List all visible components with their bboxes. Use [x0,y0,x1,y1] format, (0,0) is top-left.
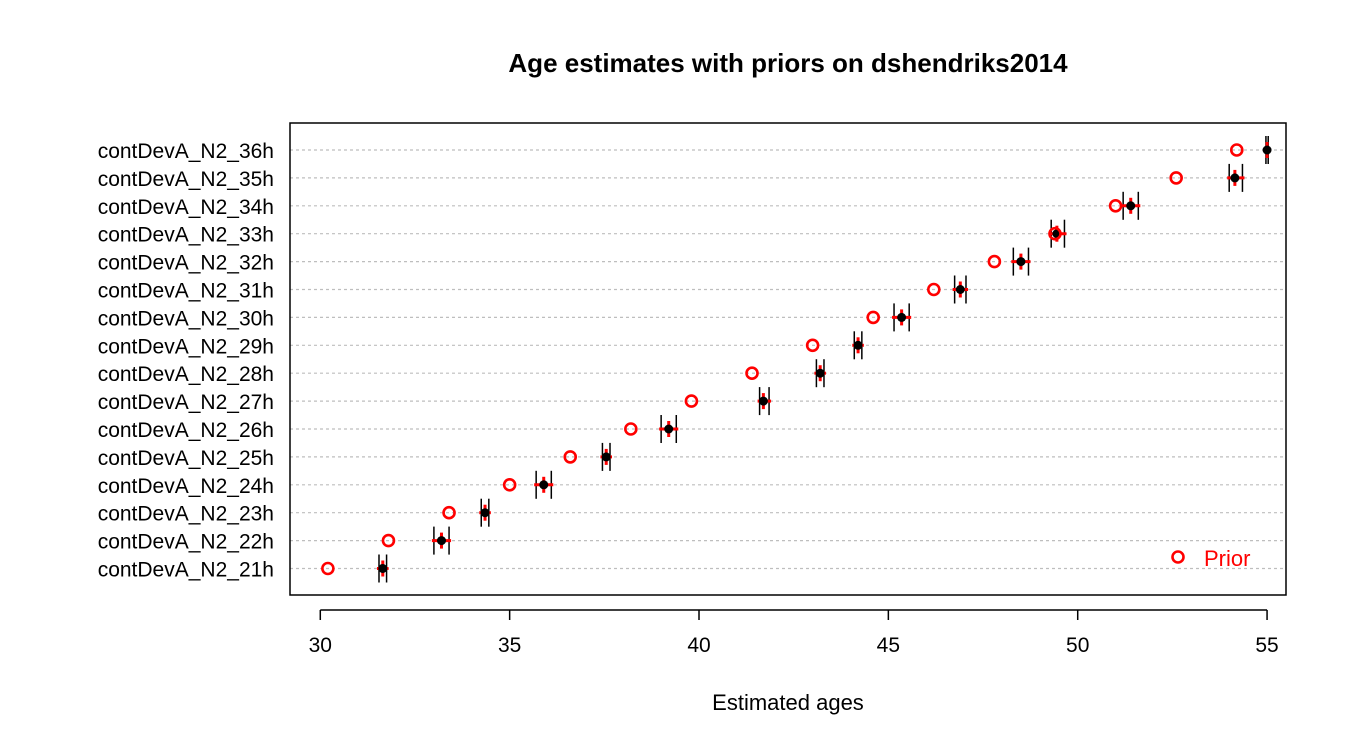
x-tick-label: 40 [687,634,710,657]
category-label: contDevA_N2_33h [98,224,274,247]
estimate-point [758,396,768,406]
estimate-point [664,424,674,434]
data-marks [321,136,1272,583]
data-row [745,359,826,388]
estimate-point [436,536,446,546]
grid-lines [290,149,1286,570]
category-label: contDevA_N2_34h [98,196,274,219]
chart-title: Age estimates with priors on dshendriks2… [508,48,1068,78]
category-label: contDevA_N2_30h [98,307,274,330]
category-label: contDevA_N2_35h [98,168,274,191]
data-row [1048,219,1067,248]
prior-point [987,254,1002,269]
category-label: contDevA_N2_22h [98,531,274,554]
x-tick-label: 35 [498,634,521,657]
prior-point [1169,171,1183,185]
category-label: contDevA_N2_32h [98,252,274,275]
prior-point [805,338,820,353]
prior-point [502,477,517,492]
category-label: contDevA_N2_28h [98,363,274,386]
data-row [624,415,679,443]
data-row [381,526,452,555]
category-labels: contDevA_N2_36h contDevA_N2_35h contDevA_N… [98,140,274,582]
estimate-point [378,564,388,573]
data-row [927,275,968,304]
prior-point [1048,226,1062,241]
prior-point [1229,143,1244,157]
data-row [866,303,912,332]
x-axis: 30 35 40 45 50 55 [309,609,1279,657]
estimate-point [897,312,907,322]
data-row [442,498,491,527]
estimate-point [1230,173,1240,183]
prior-point [321,561,335,576]
prior-point [563,450,578,464]
category-label: contDevA_N2_31h [98,280,274,303]
category-label: contDevA_N2_23h [98,503,274,526]
estimate-point [955,285,965,294]
x-tick-label: 50 [1066,634,1089,657]
prior-point [442,505,456,520]
legend-marker-prior [1171,550,1185,564]
prior-point [624,422,638,436]
category-label: contDevA_N2_27h [98,391,274,414]
estimate-point [1126,201,1136,211]
legend-label-prior: Prior [1204,546,1250,571]
category-label: contDevA_N2_25h [98,447,274,470]
category-label: contDevA_N2_26h [98,419,274,442]
estimate-point [815,368,825,378]
category-label: contDevA_N2_21h [98,559,274,582]
estimate-point [853,340,863,350]
data-row [1108,191,1141,220]
x-tick-label: 45 [877,634,900,657]
x-axis-label: Estimated ages [712,690,864,715]
data-row [987,247,1031,276]
estimate-point [1016,257,1026,267]
category-label: contDevA_N2_36h [98,140,274,163]
data-row [1169,163,1245,192]
plot-frame [289,122,1287,596]
data-row [1229,136,1272,164]
legend: Prior [1171,546,1250,571]
prior-point [745,366,759,381]
prior-point [927,282,941,297]
prior-point [684,394,699,408]
estimate-point [480,508,490,518]
estimate-point [1262,145,1272,155]
data-row [684,387,772,416]
prior-point [866,310,881,325]
data-row [321,554,389,583]
data-row [563,442,613,471]
estimate-point [601,452,611,462]
x-tick-label: 30 [309,634,332,657]
prior-point [381,533,396,548]
category-label: contDevA_N2_24h [98,475,274,498]
category-label: contDevA_N2_29h [98,335,274,358]
data-row [805,331,864,360]
prior-point [1108,199,1123,213]
x-tick-label: 55 [1255,634,1278,657]
data-row [502,470,554,499]
estimate-point [539,480,549,490]
